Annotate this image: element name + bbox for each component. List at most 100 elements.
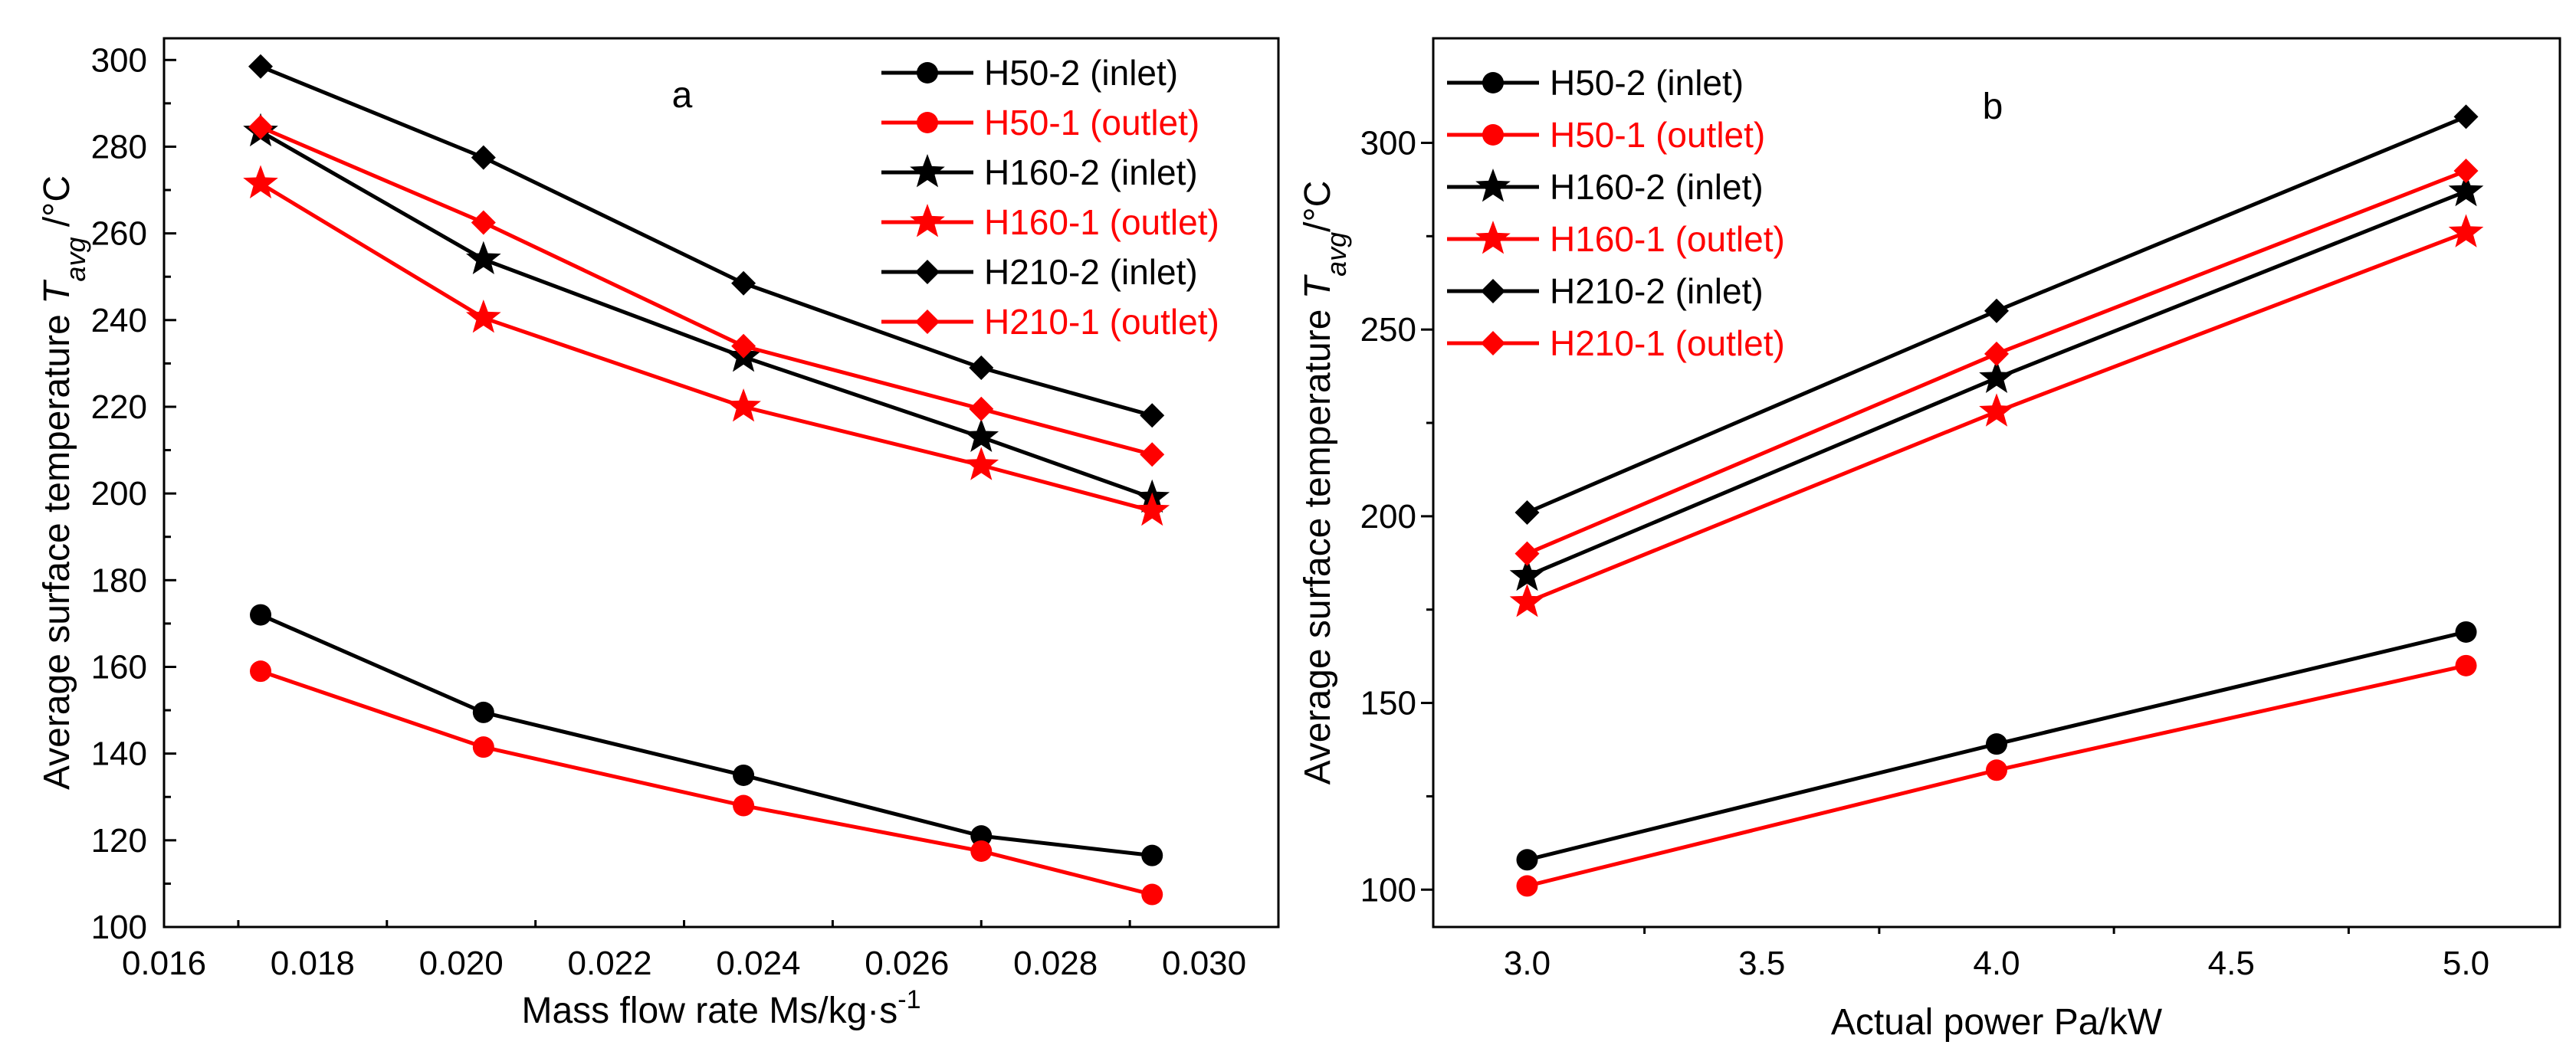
- series-H160-1 (outlet): [1509, 214, 2484, 617]
- data-point: [970, 825, 993, 847]
- legend-marker: [1475, 169, 1511, 202]
- legend-label: H210-2 (inlet): [1550, 271, 1764, 311]
- x-tick-label: 0.024: [716, 945, 800, 982]
- data-point: [2448, 214, 2484, 247]
- x-tick-label: 3.0: [1504, 945, 1551, 982]
- data-point: [731, 333, 756, 359]
- y-tick-label: 200: [91, 475, 147, 513]
- data-point: [1516, 849, 1538, 871]
- y-axis-label: Average surface temperature Tavg/°C: [1298, 181, 1352, 785]
- data-point: [472, 736, 494, 758]
- plot-frame: [1432, 37, 2561, 929]
- data-point: [1509, 557, 1545, 591]
- y-tick-label: 120: [91, 822, 147, 860]
- data-point: [2453, 104, 2479, 129]
- data-point: [1986, 733, 2007, 755]
- panel-label: a: [672, 75, 693, 116]
- series-line: [260, 613, 1153, 858]
- data-point: [733, 794, 755, 817]
- legend-marker: [1481, 279, 1505, 303]
- legend-marker: [915, 260, 940, 284]
- chart-panel-b: 3.0 3.5 4.0 4.5 5.0 100 150 200 250 300 H50-2 (inl…: [1298, 37, 2561, 1043]
- series-H210-1 (outlet): [248, 115, 1165, 467]
- data-point: [472, 701, 494, 723]
- data-point: [1979, 393, 2014, 427]
- legend-marker: [1482, 72, 1504, 93]
- y-tick-label: 140: [91, 735, 147, 773]
- y-axis-label-subscript: avg: [60, 237, 91, 282]
- series-H210-2 (inlet): [1514, 104, 2479, 525]
- data-point: [970, 840, 993, 862]
- legend-label: H50-1 (outlet): [984, 103, 1199, 142]
- data-point: [2453, 159, 2479, 184]
- plot-frame: [162, 37, 1280, 929]
- x-axis-label: Mass flow rate Ms/kg·s-1: [522, 985, 921, 1031]
- legend-marker: [1481, 331, 1505, 355]
- y-axis-label: Average surface temperature Tavg /°C: [37, 175, 91, 790]
- data-point: [1979, 359, 2014, 393]
- x-tick-label: 4.5: [2208, 945, 2255, 982]
- data-point: [1140, 403, 1165, 428]
- legend-marker: [917, 112, 938, 133]
- y-tick-label: 100: [91, 909, 147, 946]
- legend-label: H160-2 (inlet): [984, 152, 1198, 192]
- legend-label: H210-1 (outlet): [984, 302, 1219, 342]
- legend: H50-2 (inlet) H50-1 (outlet) H160-2 (inlet…: [1447, 63, 1785, 363]
- x-tick-label: 0.018: [271, 945, 355, 982]
- data-point: [1141, 844, 1163, 866]
- x-tick-label: 0.026: [865, 945, 949, 982]
- y-tick-label: 300: [1360, 124, 1416, 162]
- y-axis-label-symbol: T: [37, 279, 77, 304]
- data-point: [2448, 172, 2484, 207]
- legend-marker: [917, 62, 938, 84]
- data-point: [471, 145, 496, 170]
- legend-marker: [910, 154, 945, 188]
- data-point: [1134, 492, 1170, 526]
- data-point: [250, 660, 272, 683]
- data-point: [1514, 541, 1540, 566]
- data-point: [963, 418, 999, 452]
- legend: H50-2 (inlet) H50-1 (outlet) H160-2 (inlet…: [881, 53, 1219, 342]
- legend-label: H50-2 (inlet): [1550, 63, 1744, 103]
- y-axis-label-symbol: T: [1298, 274, 1338, 299]
- data-point: [1984, 341, 2009, 366]
- legend-label: H160-1 (outlet): [984, 202, 1219, 242]
- data-point: [1140, 442, 1165, 467]
- y-tick-label: 300: [91, 41, 147, 79]
- data-point: [1141, 883, 1163, 906]
- panel-label: b: [1983, 87, 2003, 127]
- data-point: [963, 447, 999, 480]
- series-H210-2 (inlet): [248, 54, 1165, 428]
- x-tick-label: 0.016: [122, 945, 206, 982]
- y-tick-label: 200: [1360, 498, 1416, 536]
- data-point: [248, 115, 274, 139]
- data-point: [726, 388, 761, 422]
- y-tick-label: 280: [91, 128, 147, 165]
- data-point: [1984, 298, 2009, 323]
- data-point: [969, 396, 994, 421]
- x-tick-label: 0.020: [419, 945, 504, 982]
- legend-label: H210-1 (outlet): [1550, 323, 1785, 363]
- y-tick-label: 150: [1360, 685, 1416, 722]
- data-point: [1516, 875, 1538, 897]
- series-H50-2 (inlet): [1516, 621, 2477, 871]
- x-tick-label: 0.030: [1162, 945, 1246, 982]
- x-axis-label: Actual power Pa/kW: [1831, 1002, 2163, 1043]
- series-H160-2 (inlet): [1509, 172, 2484, 591]
- y-tick-label: 160: [91, 648, 147, 686]
- series-H50-2 (inlet): [250, 604, 1163, 866]
- y-tick-label: 250: [1360, 311, 1416, 349]
- series-line: [260, 669, 1153, 896]
- y-axis-label-unit: /°C: [1298, 181, 1338, 232]
- data-point: [465, 299, 501, 333]
- x-tick-label: 0.022: [568, 945, 652, 982]
- y-tick-label: 100: [1360, 871, 1416, 909]
- series-H50-1 (outlet): [250, 660, 1163, 906]
- series-H160-1 (outlet): [243, 165, 1170, 526]
- x-tick-label: 4.0: [1973, 945, 2020, 982]
- series-H50-1 (outlet): [1516, 654, 2477, 897]
- data-point: [733, 764, 755, 786]
- legend-label: H160-2 (inlet): [1550, 167, 1764, 207]
- x-tick-label: 3.5: [1738, 945, 1785, 982]
